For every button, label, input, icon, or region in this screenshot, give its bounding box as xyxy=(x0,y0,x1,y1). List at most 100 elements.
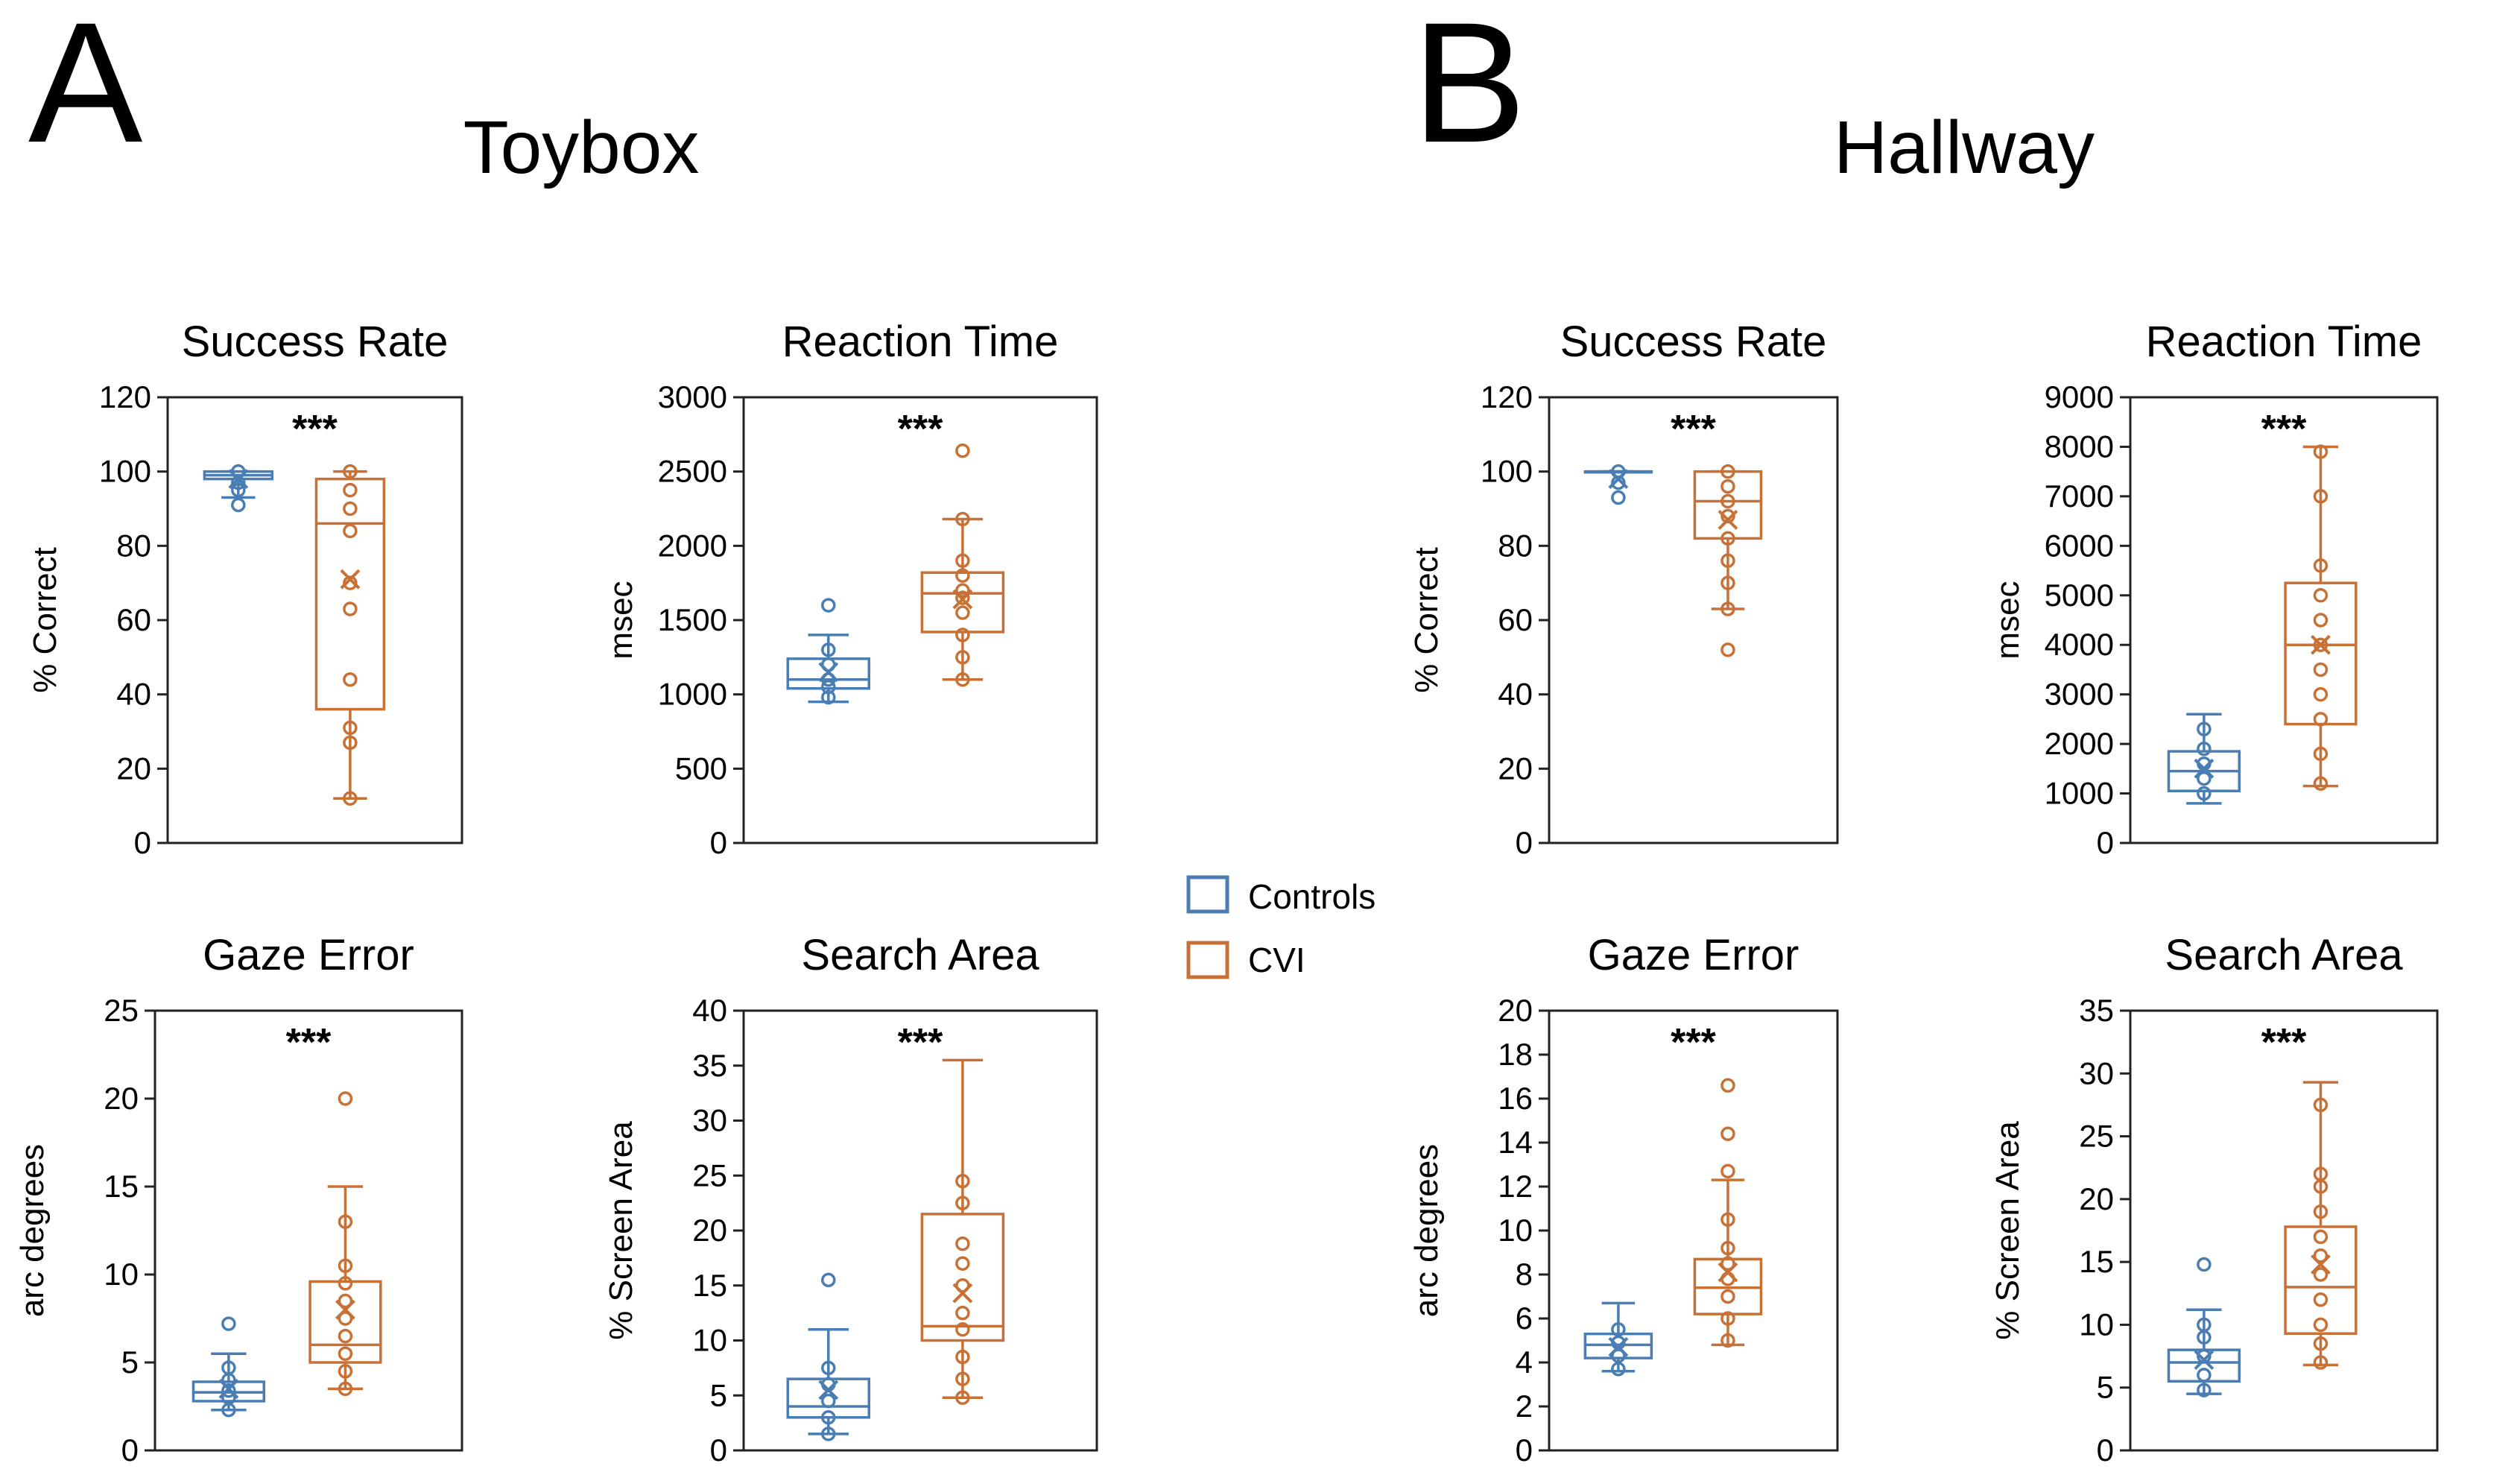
box-cvi xyxy=(314,464,386,806)
y-axis-label: arc degrees xyxy=(1408,1144,1445,1317)
y-tick-label: 2000 xyxy=(2045,726,2114,761)
data-point xyxy=(1720,601,1735,616)
data-point xyxy=(338,1293,353,1309)
y-tick-label: 35 xyxy=(692,1048,727,1083)
y-tick-label: 5 xyxy=(121,1345,139,1380)
significance-marker: *** xyxy=(2261,1021,2307,1064)
mean-marker xyxy=(2194,758,2215,779)
y-tick-label: 500 xyxy=(675,751,727,786)
data-point xyxy=(343,575,358,590)
data-point xyxy=(343,720,358,736)
legend: Controls CVI xyxy=(1186,875,1375,979)
data-point xyxy=(2313,637,2329,652)
mean-marker xyxy=(818,1380,839,1400)
data-point xyxy=(955,1390,970,1405)
mean-marker xyxy=(2311,1254,2331,1275)
box-cvi xyxy=(1693,464,1763,657)
plot-frame xyxy=(1548,1009,1839,1452)
y-tick-label: 0 xyxy=(710,1433,727,1468)
y-tick-label: 2 xyxy=(1516,1389,1533,1424)
legend-controls-swatch xyxy=(1186,875,1229,914)
data-point xyxy=(2313,489,2329,504)
data-point xyxy=(1720,1212,1735,1227)
subplot-title: Search Area xyxy=(801,931,1039,979)
subplot-title: Gaze Error xyxy=(203,931,414,979)
data-point xyxy=(1720,493,1735,509)
y-tick-label: 35 xyxy=(2079,993,2114,1028)
legend-controls-label: Controls xyxy=(1248,877,1375,916)
data-point xyxy=(343,482,358,498)
y-tick-label: 10 xyxy=(2079,1307,2114,1342)
data-point xyxy=(821,1427,836,1441)
significance-marker: *** xyxy=(292,408,338,451)
data-point xyxy=(221,1360,236,1375)
data-point xyxy=(821,598,836,613)
plot-frame xyxy=(1548,396,1839,844)
y-tick-label: 8000 xyxy=(2045,429,2114,464)
data-point xyxy=(955,590,970,605)
data-point xyxy=(2197,721,2212,736)
box-cvi xyxy=(920,1058,1005,1405)
subplot-5: Reaction Time msec 0 1000 2000 3000 4000 5000 60… xyxy=(1989,318,2439,860)
data-point xyxy=(1720,1311,1735,1326)
y-axis-label: % Screen Area xyxy=(603,1121,639,1340)
iqr-box xyxy=(2284,581,2358,726)
y-tick-label: 5000 xyxy=(2045,578,2114,613)
data-point xyxy=(231,497,246,513)
data-point xyxy=(821,1393,836,1409)
data-point xyxy=(2313,1317,2329,1333)
data-point xyxy=(955,628,970,642)
y-tick-label: 15 xyxy=(104,1169,139,1204)
iqr-box xyxy=(2167,1348,2241,1383)
data-point xyxy=(2313,1097,2329,1113)
y-tick-label: 20 xyxy=(692,1213,727,1248)
subplot-title: Gaze Error xyxy=(1588,931,1799,979)
data-point xyxy=(2197,1383,2212,1397)
box-controls xyxy=(786,598,871,705)
data-point xyxy=(2197,771,2212,786)
data-point xyxy=(338,1311,353,1326)
data-point xyxy=(821,642,836,657)
iqr-box xyxy=(1693,470,1763,540)
subplot-title: Search Area xyxy=(2165,931,2403,979)
legend-cvi-label: CVI xyxy=(1248,941,1305,979)
data-point xyxy=(955,1371,970,1386)
data-point xyxy=(2197,786,2212,801)
data-point xyxy=(955,511,970,527)
y-tick-label: 10 xyxy=(1498,1213,1533,1248)
mean-marker xyxy=(952,589,973,610)
data-point xyxy=(2313,1355,2329,1370)
iqr-box xyxy=(920,1213,1005,1342)
data-point xyxy=(1720,478,1735,494)
data-point xyxy=(2313,444,2329,459)
panel-b-title: Hallway xyxy=(1834,106,2095,189)
data-point xyxy=(338,1091,353,1106)
data-point xyxy=(1720,1289,1735,1304)
charts: Success Rate% Correct020406080100120***R… xyxy=(14,318,2439,1468)
y-tick-label: 15 xyxy=(692,1268,727,1303)
y-tick-label: 4 xyxy=(1516,1345,1533,1380)
data-point xyxy=(2313,613,2329,628)
data-point xyxy=(1720,1240,1735,1256)
data-point xyxy=(221,1390,236,1405)
data-point xyxy=(821,1360,836,1376)
data-point xyxy=(2197,1257,2212,1272)
box-controls xyxy=(2167,713,2241,805)
data-point xyxy=(1720,553,1735,569)
y-tick-label: 100 xyxy=(1481,454,1533,489)
data-point xyxy=(2313,1204,2329,1219)
data-point xyxy=(338,1364,353,1379)
significance-marker: *** xyxy=(898,1021,943,1064)
plot-frame xyxy=(2129,396,2439,844)
box-controls xyxy=(1583,1301,1653,1377)
y-axis-label: % Screen Area xyxy=(1989,1121,2026,1340)
y-tick-label: 2000 xyxy=(658,528,727,563)
mean-marker xyxy=(335,1299,355,1320)
y-tick-label: 18 xyxy=(1498,1037,1533,1072)
subplot-6: Gaze Error arc degrees 0 2 4 6 8 10 12 14 16 18 20 **… xyxy=(1408,931,1839,1468)
y-tick-label: 0 xyxy=(710,825,727,860)
data-point xyxy=(955,1236,970,1251)
y-tick-label: 6000 xyxy=(2045,528,2114,563)
box-cvi xyxy=(2284,444,2358,792)
